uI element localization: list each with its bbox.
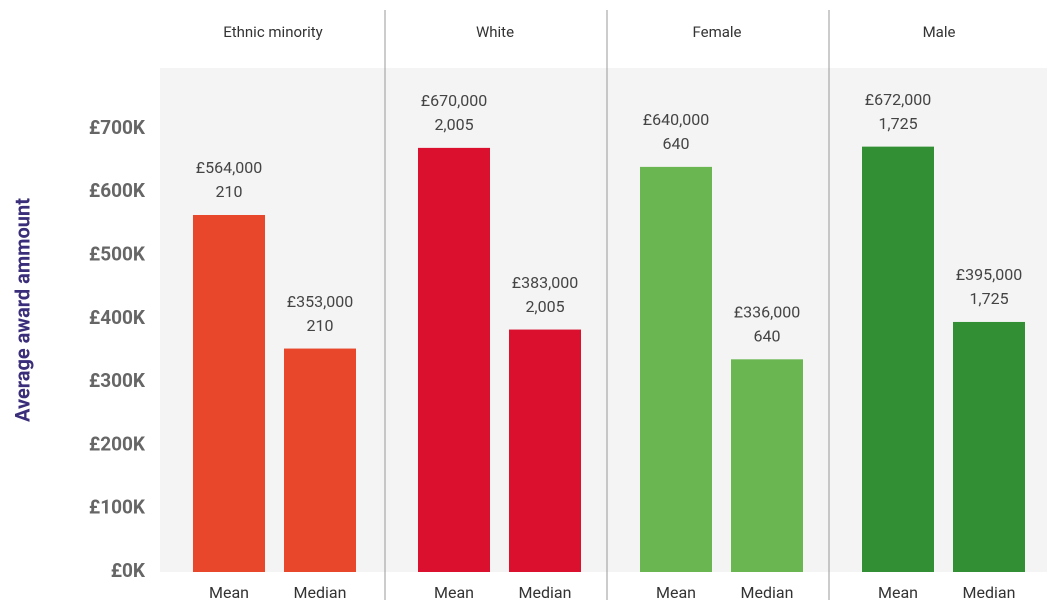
bar bbox=[862, 146, 934, 572]
count-label: 1,725 bbox=[969, 289, 1008, 308]
count-label: 1,725 bbox=[878, 114, 917, 133]
panel-title: Ethnic minority bbox=[223, 23, 323, 41]
value-label: £640,000 bbox=[643, 110, 709, 129]
bar bbox=[509, 329, 581, 572]
value-label: £564,000 bbox=[196, 158, 262, 177]
value-label: £670,000 bbox=[421, 91, 487, 110]
x-tick-label: Mean bbox=[878, 583, 918, 602]
count-label: 210 bbox=[307, 316, 334, 335]
x-tick-label: Mean bbox=[209, 583, 249, 602]
x-tick-label: Median bbox=[741, 583, 794, 602]
y-tick-label: £500K bbox=[89, 243, 146, 266]
x-tick-label: Median bbox=[519, 583, 572, 602]
panel-title: Female bbox=[692, 23, 741, 41]
count-label: 2,005 bbox=[525, 297, 564, 316]
x-tick-label: Mean bbox=[656, 583, 696, 602]
value-label: £672,000 bbox=[865, 90, 931, 109]
x-tick-label: Mean bbox=[434, 583, 474, 602]
count-label: 2,005 bbox=[434, 115, 473, 134]
panel-title: White bbox=[476, 23, 514, 41]
y-tick-label: £700K bbox=[89, 116, 146, 139]
value-label: £353,000 bbox=[287, 292, 353, 311]
bar bbox=[731, 359, 803, 572]
y-tick-label: £200K bbox=[89, 432, 146, 455]
bar bbox=[418, 147, 490, 572]
y-tick-label: £300K bbox=[89, 369, 146, 392]
count-label: 640 bbox=[754, 327, 781, 346]
y-tick-label: £600K bbox=[89, 179, 146, 202]
value-label: £383,000 bbox=[512, 273, 578, 292]
bar bbox=[953, 321, 1025, 572]
value-label: £336,000 bbox=[734, 303, 800, 322]
x-tick-label: Median bbox=[963, 583, 1016, 602]
count-label: 640 bbox=[663, 134, 690, 153]
bar bbox=[640, 166, 712, 572]
value-label: £395,000 bbox=[956, 265, 1022, 284]
panel-title: Male bbox=[923, 23, 956, 41]
y-tick-label: £0K bbox=[111, 559, 146, 582]
bar bbox=[284, 348, 356, 572]
x-tick-label: Median bbox=[294, 583, 347, 602]
y-tick-label: £100K bbox=[89, 496, 146, 519]
y-tick-label: £400K bbox=[89, 306, 146, 329]
count-label: 210 bbox=[216, 182, 243, 201]
y-axis-label: Average award ammount bbox=[10, 198, 34, 422]
bar bbox=[193, 214, 265, 572]
